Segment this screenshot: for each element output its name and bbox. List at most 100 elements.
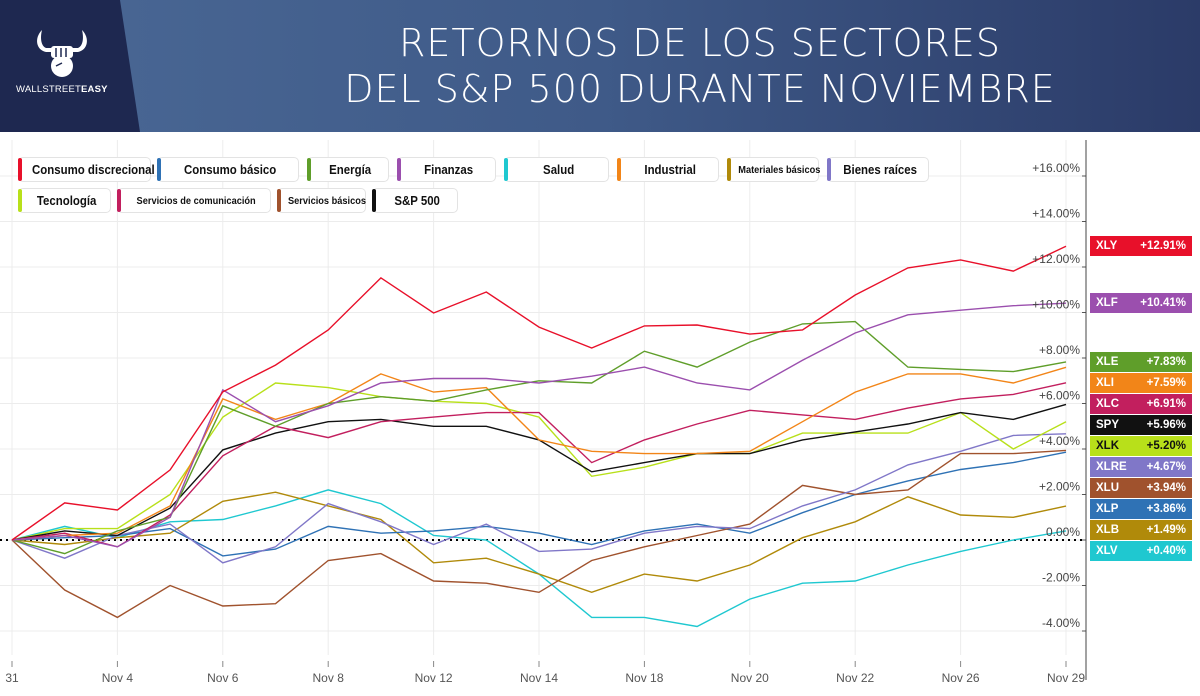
badge-ticker: XLK: [1096, 439, 1119, 452]
legend-swatch: [277, 189, 281, 212]
legend-item-xlk[interactable]: Tecnología: [18, 188, 111, 213]
legend-swatch: [727, 158, 731, 181]
x-tick-label: Nov 22: [836, 671, 874, 685]
badge-value: +3.94%: [1146, 481, 1186, 494]
x-tick-label: Nov 12: [415, 671, 453, 685]
logo-text: WALLSTREETEASY: [16, 84, 108, 95]
badge-xlu: XLU +3.94%: [1090, 477, 1192, 498]
title-line-2: DEL S&P 500 DURANTE NOVIEMBRE: [344, 67, 1056, 111]
x-tick-label: Nov 4: [102, 671, 134, 685]
y-tick-label: -4.00%: [1042, 616, 1080, 630]
series-lines: [11, 245, 1067, 628]
x-tick-label: Nov 8: [313, 671, 345, 685]
y-tick-label: 0.00%: [1046, 525, 1080, 539]
series-line-xly: [11, 245, 1067, 541]
badge-value: +0.40%: [1146, 544, 1186, 557]
legend-label: Servicios básicos: [287, 194, 367, 207]
y-axis: -4.00% -2.00% 0.00% +2.00% +4.00% +6.00% +8.00…: [1032, 140, 1087, 680]
legend-label: Bienes raíces: [843, 162, 918, 177]
legend-item-xlp[interactable]: Consumo básico: [157, 157, 299, 182]
legend-swatch: [504, 158, 508, 181]
badge-ticker: SPY: [1096, 418, 1120, 431]
legend-item-xlc[interactable]: Servicios de comunicación: [117, 188, 271, 213]
page-title: RETORNOS DE LOS SECTORES DEL S&P 500 DUR…: [200, 20, 1200, 112]
legend-item-xly[interactable]: Consumo discrecional: [18, 157, 155, 182]
legend-label: Consumo discrecional: [32, 162, 155, 177]
badge-xle: XLE +7.83%: [1090, 351, 1192, 372]
badge-ticker: XLP: [1096, 502, 1119, 515]
x-tick-label: 31: [5, 671, 19, 685]
legend-item-xlu[interactable]: Servicios básicos: [277, 188, 366, 213]
legend-label: Materiales básicos: [738, 163, 821, 176]
legend-swatch: [397, 158, 401, 181]
badge-xlb: XLB +1.49%: [1090, 519, 1192, 540]
badge-xlk: XLK +5.20%: [1090, 435, 1192, 456]
legend-item-xlf[interactable]: Finanzas: [397, 157, 496, 182]
badge-xlv: XLV +0.40%: [1090, 540, 1192, 561]
legend-label: Consumo básico: [184, 162, 277, 177]
y-tick-label: +6.00%: [1039, 389, 1080, 403]
badge-value: +1.49%: [1146, 523, 1186, 536]
badge-xlp: XLP +3.86%: [1090, 498, 1192, 519]
legend-label: Finanzas: [424, 162, 474, 177]
legend-item-xle[interactable]: Energía: [307, 157, 389, 182]
y-tick-label: +4.00%: [1039, 434, 1080, 448]
badge-ticker: XLI: [1096, 376, 1114, 389]
y-tick-label: +8.00%: [1039, 343, 1080, 357]
legend-item-xlv[interactable]: Salud: [504, 157, 609, 182]
x-tick-label: Nov 18: [625, 671, 663, 685]
badge-ticker: XLE: [1096, 355, 1119, 368]
series-line-xlc: [11, 382, 1067, 548]
y-tick-label: +12.00%: [1032, 252, 1080, 266]
series-line-xle: [11, 320, 1067, 555]
logo: WALLSTREETEASY: [0, 0, 140, 132]
series-line-xlf: [11, 302, 1067, 548]
legend-label: Salud: [543, 162, 575, 177]
badge-xly: XLY +12.91%: [1090, 236, 1192, 257]
x-axis: 31 Nov 4 Nov 6 Nov 8 Nov 12 Nov 14 Nov 18 Nov 2…: [5, 661, 1085, 685]
badge-xli: XLI +7.59%: [1090, 372, 1192, 393]
badge-value: +10.41%: [1140, 297, 1186, 310]
badge-xlf: XLF +10.41%: [1090, 293, 1192, 314]
series-line-xli: [11, 366, 1067, 541]
legend-item-spy[interactable]: S&P 500: [372, 188, 458, 213]
badge-value: +4.67%: [1146, 460, 1186, 473]
legend-swatch: [307, 158, 311, 181]
badge-value: +7.83%: [1146, 355, 1186, 368]
badge-value: +12.91%: [1140, 240, 1186, 253]
legend-swatch: [617, 158, 621, 181]
badge-ticker: XLC: [1096, 397, 1119, 410]
badge-ticker: XLU: [1096, 481, 1119, 494]
x-tick-label: Nov 6: [207, 671, 239, 685]
badge-spy: SPY +5.96%: [1090, 414, 1192, 435]
header-banner: WALLSTREETEASY RETORNOS DE LOS SECTORES …: [0, 0, 1200, 132]
badge-value: +7.59%: [1146, 376, 1186, 389]
x-tick-label: Nov 29: [1047, 671, 1085, 685]
legend-label: Energía: [329, 162, 372, 177]
legend-item-xlb[interactable]: Materiales básicos: [727, 157, 821, 182]
legend-swatch: [372, 189, 376, 212]
legend-item-xlre[interactable]: Bienes raíces: [827, 157, 929, 182]
y-tick-label: +14.00%: [1032, 207, 1080, 221]
series-line-xlre: [11, 433, 1067, 564]
badge-value: +5.96%: [1146, 418, 1186, 431]
legend-swatch: [18, 158, 22, 181]
badge-ticker: XLF: [1096, 297, 1118, 310]
y-tick-label: +2.00%: [1039, 480, 1080, 494]
badge-ticker: XLY: [1096, 240, 1118, 253]
y-tick-label: -2.00%: [1042, 571, 1080, 585]
legend-swatch: [18, 189, 22, 212]
x-tick-label: Nov 14: [520, 671, 558, 685]
badge-value: +6.91%: [1146, 397, 1186, 410]
x-tick-label: Nov 20: [731, 671, 769, 685]
legend-swatch: [827, 158, 831, 181]
legend-label: S&P 500: [394, 193, 440, 208]
legend-label: Tecnología: [36, 193, 97, 208]
badge-ticker: XLB: [1096, 523, 1119, 536]
series-line-xlu: [11, 449, 1067, 619]
legend-swatch: [157, 158, 161, 181]
bull-fist-icon: [37, 30, 87, 77]
legend-item-xli[interactable]: Industrial: [617, 157, 719, 182]
badge-value: +3.86%: [1146, 502, 1186, 515]
